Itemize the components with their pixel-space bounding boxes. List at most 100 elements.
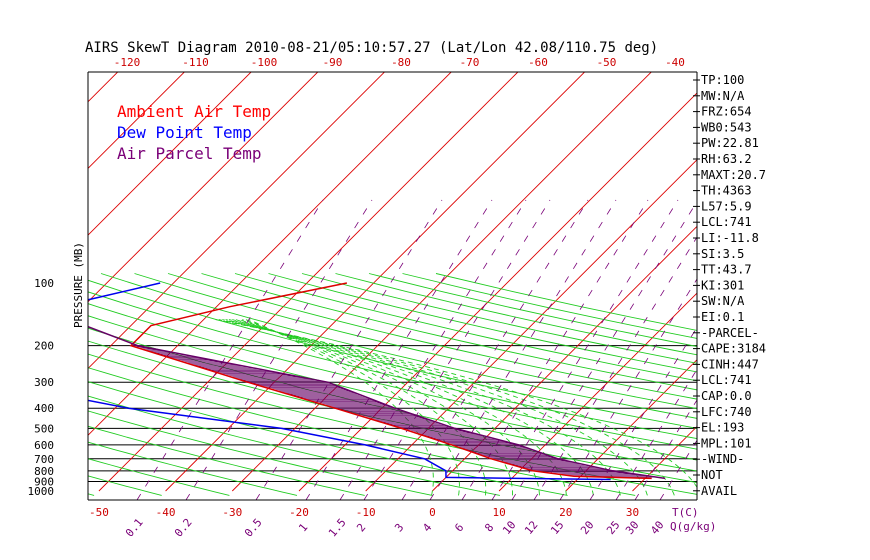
pressure-tick-label: 800 xyxy=(34,465,54,478)
mixing-ratio-label: 0.5 xyxy=(242,516,265,540)
pressure-tick-label: 300 xyxy=(34,376,54,389)
top-temp-tick-label: -90 xyxy=(323,56,343,69)
chart-title: AIRS SkewT Diagram 2010-08-21/05:10:57.2… xyxy=(85,40,658,56)
isotherm-line xyxy=(88,72,252,236)
isotherm-line xyxy=(365,159,697,492)
mixing-ratio-line xyxy=(511,200,697,500)
dry-adiabat-line xyxy=(88,340,697,484)
dry-adiabat-line xyxy=(268,273,697,373)
series-line xyxy=(129,282,652,480)
top-temp-tick-label: -80 xyxy=(391,56,411,69)
dry-adiabat-line xyxy=(88,381,568,496)
series-line xyxy=(88,282,611,481)
dry-adiabat-line xyxy=(234,273,697,382)
index-value: TH:4363 xyxy=(701,184,752,198)
index-value: SI:3.5 xyxy=(701,247,744,261)
index-value: LI:-11.8 xyxy=(701,231,759,245)
pressure-tick-label: 100 xyxy=(34,277,54,290)
mixing-ratio-line xyxy=(533,236,697,500)
index-value: CAP:0.0 xyxy=(701,389,752,403)
index-value: -WIND- xyxy=(701,452,744,466)
index-value: L57:5.9 xyxy=(701,199,752,213)
dry-adiabat-line xyxy=(88,395,500,496)
index-value: AVAIL xyxy=(701,484,737,498)
series-line xyxy=(88,325,666,480)
bottom-temp-tick-label: -30 xyxy=(222,506,242,519)
index-value: TT:43.7 xyxy=(701,263,752,277)
legend-entry: Ambient Air Temp xyxy=(117,102,271,121)
x-axis-label: T(C) xyxy=(672,506,699,519)
isotherm-line xyxy=(88,72,319,303)
moist-adiabat-line xyxy=(222,319,648,496)
isotherm-line xyxy=(0,32,24,491)
moist-adiabat-line xyxy=(215,319,697,489)
index-value: MAXT:20.7 xyxy=(701,168,766,182)
mixing-ratio-label: 0.1 xyxy=(123,516,146,540)
mixing-ratio-label: 1.5 xyxy=(326,516,349,540)
dry-adiabat-line xyxy=(88,475,162,496)
dry-adiabat-line xyxy=(88,458,230,496)
index-value: NOT xyxy=(701,468,723,482)
index-value: EL:193 xyxy=(701,421,744,435)
legend-entry: Air Parcel Temp xyxy=(117,144,262,163)
mixing-ratio-line xyxy=(363,199,551,500)
isotherm-line xyxy=(88,72,186,170)
dry-adiabat-line xyxy=(335,273,697,356)
mixing-ratio-line xyxy=(429,199,617,500)
mixing-ratio-label: 4 xyxy=(420,521,434,535)
mixing-ratio-label: 1 xyxy=(296,521,310,534)
top-temp-tick-label: -50 xyxy=(597,56,617,69)
isotherm-line xyxy=(88,72,452,436)
mixing-ratio-label: 10 xyxy=(500,518,518,537)
pressure-tick-label: 500 xyxy=(34,422,54,435)
mixing-ratio-label: 30 xyxy=(623,518,641,537)
isotherm-line xyxy=(231,72,652,492)
moist-adiabat-line xyxy=(248,319,434,496)
bottom-temp-tick-label: -10 xyxy=(356,506,376,519)
index-value: LCL:741 xyxy=(701,215,752,229)
index-value: WB0:543 xyxy=(701,120,752,134)
mixing-ratio-line xyxy=(491,199,679,500)
pressure-tick-label: 200 xyxy=(34,340,54,353)
index-value: MPL:101 xyxy=(701,436,752,450)
dry-adiabat-line xyxy=(88,291,697,440)
mixing-ratio-line xyxy=(255,199,443,500)
index-value: RH:63.2 xyxy=(701,152,752,166)
moist-adiabat-line xyxy=(245,319,460,496)
dry-adiabat-line xyxy=(88,353,697,495)
moist-adiabat-line xyxy=(225,319,621,496)
dry-adiabat-line xyxy=(0,274,27,496)
isotherm-line xyxy=(432,225,697,492)
index-value: KI:301 xyxy=(701,278,744,292)
dry-adiabat-line xyxy=(88,367,636,496)
bottom-temp-tick-label: 30 xyxy=(626,506,639,519)
dry-adiabat-line xyxy=(88,410,433,496)
dry-adiabat-line xyxy=(134,273,697,410)
legend-entry: Dew Point Temp xyxy=(117,123,252,142)
dry-adiabat-line xyxy=(88,279,697,429)
mixing-ratio-label: 8 xyxy=(482,521,496,534)
top-temp-tick-label: -100 xyxy=(251,56,278,69)
index-value: EI:0.1 xyxy=(701,310,744,324)
bottom-temp-tick-label: -20 xyxy=(289,506,309,519)
mixing-ratio-label: 25 xyxy=(604,518,622,537)
isotherm-line xyxy=(165,72,586,492)
index-value: LFC:740 xyxy=(701,405,752,419)
isotherm-line xyxy=(632,425,697,492)
index-value: MW:N/A xyxy=(701,89,745,103)
mixing-ratio-label: 20 xyxy=(578,518,596,537)
isotherm-line xyxy=(98,72,519,492)
dry-adiabat-line xyxy=(100,273,697,419)
top-temp-tick-label: -60 xyxy=(528,56,548,69)
mixing-ratio-label: 0.2 xyxy=(172,516,195,540)
mixing-ratio-line xyxy=(401,199,589,500)
mixing-ratio-label: 12 xyxy=(522,518,540,537)
mixing-ratio-line xyxy=(461,199,649,500)
mixing-ratio-label: 3 xyxy=(392,521,406,534)
top-temp-tick-label: -40 xyxy=(665,56,685,69)
moist-adiabat-line xyxy=(232,319,567,496)
pressure-tick-label: 900 xyxy=(34,475,54,488)
isotherm-line xyxy=(498,292,697,492)
mixing-ratio-line xyxy=(559,278,697,500)
